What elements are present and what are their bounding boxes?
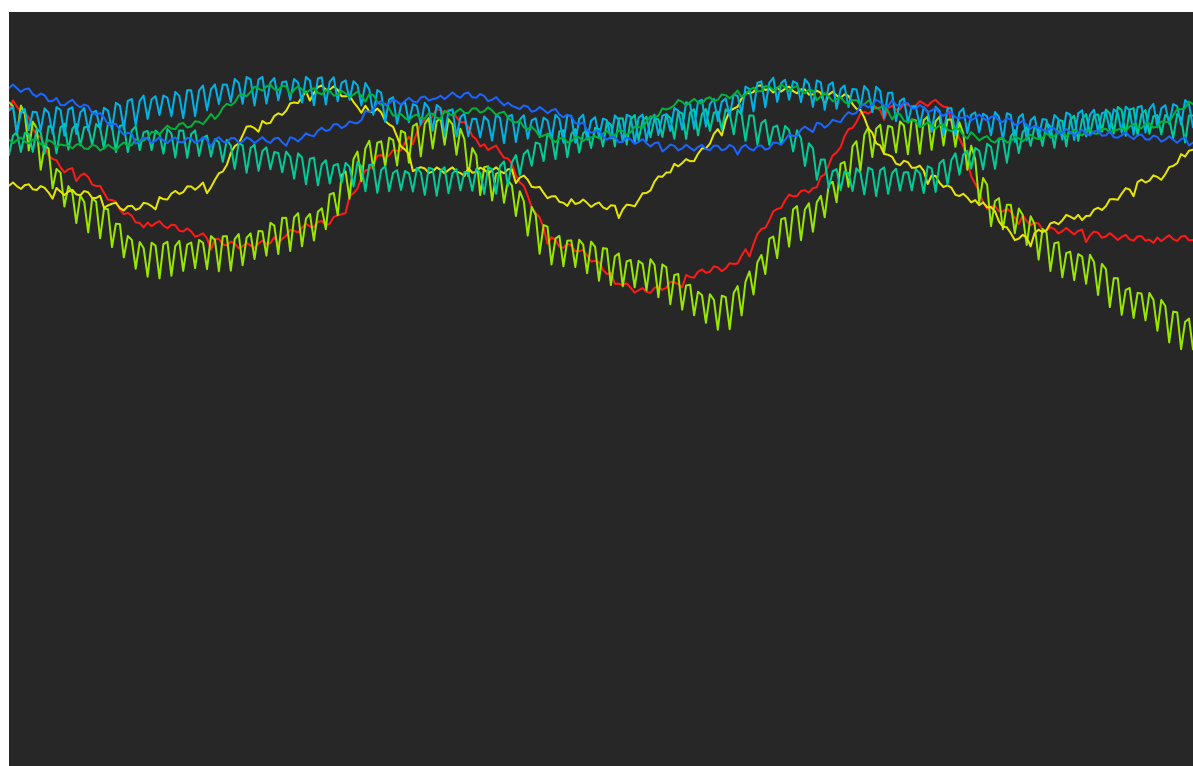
series-line-6	[9, 83, 1193, 152]
line-chart	[9, 75, 1193, 351]
series-line-3	[9, 84, 1193, 248]
series-line-5	[9, 75, 1193, 145]
series-line-2	[9, 101, 1193, 351]
series-line-7	[9, 83, 1193, 156]
chart-panel	[9, 12, 1193, 766]
series-line-4	[9, 106, 1193, 197]
